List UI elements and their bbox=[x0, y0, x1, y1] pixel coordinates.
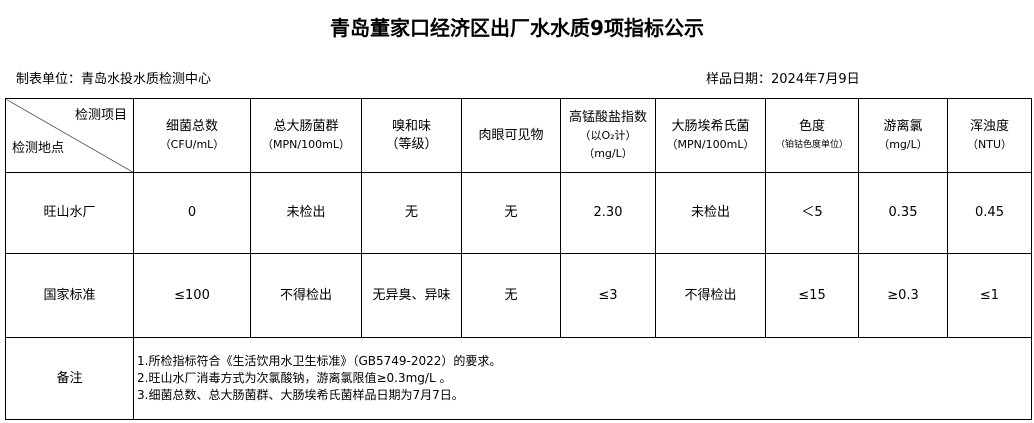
issuing-unit: 制表单位：青岛水投水质检测中心 bbox=[16, 72, 212, 87]
header-cell: 嗅和味 （等级） bbox=[361, 98, 462, 173]
header-cell: 肉眼可见物 bbox=[461, 98, 561, 173]
page-title: 青岛董家口经济区出厂水水质9项指标公示 bbox=[330, 16, 704, 40]
col-name: 游离氯 bbox=[883, 118, 923, 134]
value-cell: 2.30 bbox=[560, 172, 656, 254]
value-cell: 无 bbox=[361, 172, 462, 254]
col-unit: （MPN/100mL） bbox=[666, 137, 755, 151]
note-line: 1.所检指标符合《生活饮用水卫生标准》（GB5749-2022）的要求。 bbox=[137, 354, 502, 368]
col-unit: （mg/L） bbox=[878, 137, 928, 151]
value-cell: 0.45 bbox=[947, 172, 1032, 254]
col-name: 肉眼可见物 bbox=[478, 127, 544, 143]
header-cell: 总大肠菌群 （MPN/100mL） bbox=[250, 98, 362, 173]
header-row: 检测项目检测地点 细菌总数 （CFU/mL） 总大肠菌群 （MPN/100mL） 嗅… bbox=[5, 98, 1032, 173]
notes-label: 备注 bbox=[5, 337, 134, 420]
site-label: 检测地点 bbox=[12, 141, 65, 156]
header-cell: 高锰酸盐指数 （以O₂计） （mg/L） bbox=[560, 98, 656, 173]
value-cell: ≥0.3 bbox=[858, 253, 948, 338]
water-quality-table: 检测项目检测地点 细菌总数 （CFU/mL） 总大肠菌群 （MPN/100mL） 嗅… bbox=[5, 98, 1032, 420]
value-cell: ≤15 bbox=[765, 253, 859, 338]
col-name: 浑浊度 bbox=[969, 118, 1009, 134]
notes-row: 备注 1.所检指标符合《生活饮用水卫生标准》（GB5749-2022）的要求。 … bbox=[5, 337, 1032, 420]
header-cell: 游离氯 （mg/L） bbox=[858, 98, 948, 173]
header-cell: 大肠埃希氏菌 （MPN/100mL） bbox=[655, 98, 766, 173]
col-unit: （mg/L） bbox=[583, 146, 633, 160]
table-row: 国家标准 ≤100 不得检出 无异臭、异味 无 ≤3 不得检出 ≤15 ≥0.3… bbox=[5, 253, 1032, 338]
value-cell: 未检出 bbox=[655, 172, 766, 254]
col-unit: （以O₂计） bbox=[579, 128, 637, 142]
col-unit: （MPN/100mL） bbox=[262, 137, 350, 151]
col-name: 细菌总数 bbox=[165, 118, 218, 134]
sample-date: 样品日期：2024年7月9日 bbox=[706, 72, 860, 87]
value-cell: 0.35 bbox=[858, 172, 948, 254]
value-cell: ≤1 bbox=[947, 253, 1032, 338]
value-cell: 不得检出 bbox=[655, 253, 766, 338]
site-cell: 国家标准 bbox=[5, 253, 134, 338]
col-name: 嗅和味 bbox=[391, 118, 431, 134]
col-unit: （等级） bbox=[385, 136, 438, 152]
value-cell: 未检出 bbox=[250, 172, 362, 254]
col-name: 色度 bbox=[798, 118, 825, 134]
header-cell: 浑浊度 （NTU） bbox=[947, 98, 1032, 173]
col-name: 总大肠菌群 bbox=[273, 118, 339, 134]
table-row: 旺山水厂 0 未检出 无 无 2.30 未检出 ＜5 0.35 0.45 bbox=[5, 172, 1032, 254]
col-unit: （CFU/mL） bbox=[159, 137, 225, 151]
col-unit: （铂钴色度单位） bbox=[775, 139, 848, 150]
value-cell: ＜5 bbox=[765, 172, 859, 254]
header-cell: 细菌总数 （CFU/mL） bbox=[133, 98, 251, 173]
value-cell: 0 bbox=[133, 172, 251, 254]
value-cell: ≤100 bbox=[133, 253, 251, 338]
note-line: 2.旺山水厂消毒方式为次氯酸钠，游离氯限值≥0.3mg/L 。 bbox=[137, 371, 452, 385]
value-cell: 无 bbox=[461, 172, 561, 254]
note-line: 3.细菌总数、总大肠菌群、大肠埃希氏菌样品日期为7月7日。 bbox=[137, 388, 464, 402]
col-name: 高锰酸盐指数 bbox=[568, 109, 647, 125]
value-cell: 不得检出 bbox=[250, 253, 362, 338]
item-label: 检测项目 bbox=[74, 108, 127, 123]
col-name: 大肠埃希氏菌 bbox=[671, 118, 750, 134]
notes-cell: 1.所检指标符合《生活饮用水卫生标准》（GB5749-2022）的要求。 2.旺… bbox=[133, 337, 1032, 420]
value-cell: 无异臭、异味 bbox=[361, 253, 462, 338]
site-cell: 旺山水厂 bbox=[5, 172, 134, 254]
value-cell: 无 bbox=[461, 253, 561, 338]
diagonal-header-cell: 检测项目检测地点 bbox=[5, 98, 134, 173]
header-cell: 色度 （铂钴色度单位） bbox=[765, 98, 859, 173]
col-unit: （NTU） bbox=[967, 137, 1012, 151]
value-cell: ≤3 bbox=[560, 253, 656, 338]
